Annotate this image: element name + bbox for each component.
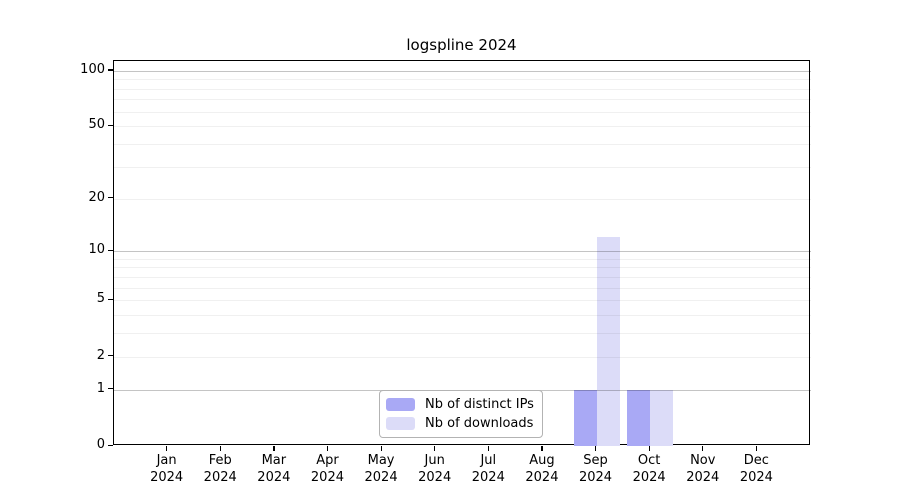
chart-title: logspline 2024	[406, 36, 517, 54]
y-tick-label: 1	[96, 380, 105, 396]
x-tick-mark	[487, 446, 489, 451]
minor-gridline	[114, 79, 811, 81]
y-tick-mark	[108, 69, 113, 71]
x-tick-mark	[273, 446, 275, 451]
x-tick-mark	[755, 446, 758, 451]
x-tick-label: Feb 2024	[203, 453, 237, 485]
minor-gridline	[114, 166, 811, 168]
y-tick-label: 2	[96, 347, 105, 363]
x-tick-label: Jan 2024	[150, 453, 184, 485]
x-tick-mark	[380, 446, 382, 451]
y-tick-mark	[108, 124, 113, 127]
x-tick-mark	[166, 446, 168, 451]
legend-item: Nb of downloads	[386, 416, 542, 431]
y-tick-label: 20	[88, 189, 105, 205]
bar-distinct-ips-oct	[627, 389, 651, 446]
legend-label: Nb of downloads	[425, 416, 534, 431]
legend-label: Nb of distinct IPs	[425, 397, 534, 412]
x-tick-mark	[648, 446, 650, 451]
minor-gridline	[114, 99, 811, 101]
x-tick-mark	[702, 446, 704, 451]
y-tick-label: 50	[88, 117, 105, 133]
major-gridline	[114, 251, 811, 253]
minor-gridline	[114, 111, 811, 113]
y-tick-mark	[108, 444, 113, 446]
minor-gridline	[114, 267, 811, 269]
y-tick-mark	[108, 355, 113, 357]
x-tick-label: Aug 2024	[525, 453, 559, 485]
y-tick-mark	[108, 388, 113, 390]
y-tick-label: 5	[96, 291, 105, 307]
x-tick-label: Dec 2024	[739, 453, 773, 485]
x-tick-label: May 2024	[364, 453, 398, 485]
x-tick-mark	[434, 446, 436, 451]
x-tick-label: Oct 2024	[632, 453, 666, 485]
plot-area	[113, 60, 811, 446]
bar-downloads-oct	[650, 389, 674, 446]
y-tick-mark	[108, 249, 113, 251]
x-tick-label: Apr 2024	[310, 453, 344, 485]
x-tick-mark	[219, 446, 221, 451]
minor-gridline	[114, 88, 811, 90]
x-tick-label: Jul 2024	[471, 453, 505, 485]
y-tick-label: 10	[88, 242, 105, 258]
minor-gridline	[114, 258, 811, 260]
minor-gridline	[114, 144, 811, 146]
x-tick-mark	[326, 446, 329, 451]
y-tick-mark	[108, 298, 113, 301]
x-tick-label: Mar 2024	[257, 453, 291, 485]
minor-gridline	[114, 300, 811, 302]
legend-item: Nb of distinct IPs	[386, 397, 542, 412]
minor-gridline	[114, 315, 811, 317]
y-tick-label: 100	[80, 61, 105, 77]
bar-distinct-ips-sep	[573, 389, 597, 446]
x-tick-label: Sep 2024	[578, 453, 613, 485]
legend-swatch	[386, 398, 415, 411]
x-tick-mark	[541, 446, 543, 451]
x-tick-label: Jun 2024	[418, 453, 452, 485]
minor-gridline	[114, 276, 811, 278]
minor-gridline	[114, 356, 811, 358]
major-gridline	[114, 70, 811, 72]
minor-gridline	[114, 126, 811, 128]
legend: Nb of distinct IPs Nb of downloads	[379, 390, 543, 438]
minor-gridline	[114, 198, 811, 200]
bar-downloads-sep	[596, 237, 620, 446]
x-tick-mark	[595, 446, 597, 451]
minor-gridline	[114, 287, 811, 289]
legend-swatch	[386, 417, 415, 430]
x-tick-label: Nov 2024	[686, 453, 720, 485]
minor-gridline	[114, 333, 811, 335]
y-tick-label: 0	[96, 437, 105, 452]
y-tick-mark	[108, 197, 113, 199]
